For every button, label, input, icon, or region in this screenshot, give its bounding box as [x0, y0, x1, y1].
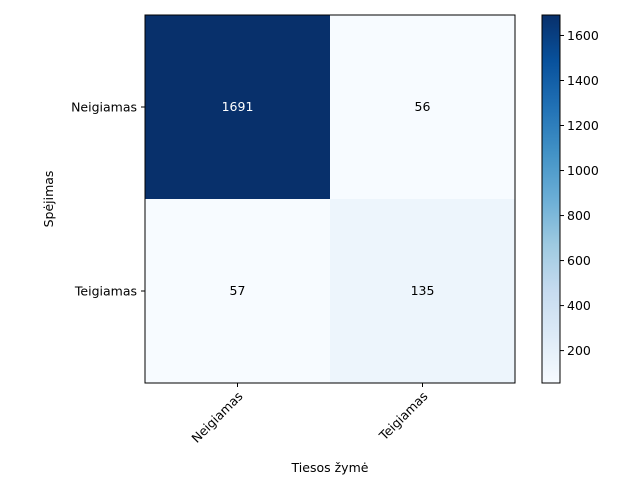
- heatmap-cell: [330, 199, 515, 383]
- y-tick-label: Teigiamas: [74, 284, 137, 299]
- cell-value-label: 1691: [222, 99, 254, 114]
- y-axis-ticks: Neigiamas Teigiamas: [71, 100, 145, 299]
- x-axis-label: Tiesos žymė: [291, 460, 369, 475]
- y-axis-label: Spėjimas: [41, 171, 56, 228]
- x-tick-label: Teigiamas: [375, 389, 430, 444]
- colorbar-tick-label: 1200: [567, 118, 599, 133]
- colorbar-tick-label: 1000: [567, 163, 599, 178]
- colorbar-tick-label: 200: [567, 343, 591, 358]
- cell-value-label: 135: [411, 283, 435, 298]
- heatmap-cells: [145, 15, 515, 383]
- cell-value-label: 56: [415, 99, 431, 114]
- cell-value-label: 57: [230, 283, 246, 298]
- colorbar-tick-label: 600: [567, 253, 591, 268]
- plot-frame: [144, 14, 516, 384]
- y-tick-label: Neigiamas: [71, 100, 137, 115]
- colorbar-tick-label: 400: [567, 298, 591, 313]
- colorbar: [541, 14, 561, 384]
- cell-value-labels: 1691 56 57 135: [222, 99, 435, 298]
- x-tick-label: Neigiamas: [188, 389, 245, 446]
- heatmap-cell: [145, 199, 330, 383]
- colorbar-tick-label: 1600: [567, 28, 599, 43]
- colorbar-ticks: 200 400 600 800 1000 1200 1400 1600: [560, 28, 599, 358]
- heatmap-cell: [330, 15, 515, 199]
- x-axis-ticks: Neigiamas Teigiamas: [188, 383, 431, 446]
- colorbar-tick-label: 1400: [567, 73, 599, 88]
- heatmap-cell: [145, 15, 330, 199]
- colorbar-tick-label: 800: [567, 208, 591, 223]
